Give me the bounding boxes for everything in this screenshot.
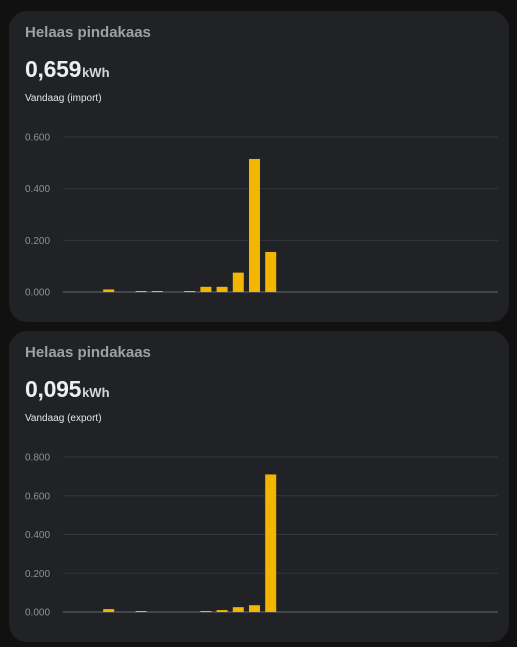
stat-unit: kWh (82, 385, 110, 400)
bar[interactable] (232, 272, 244, 292)
stat-label: Vandaag (export) (25, 413, 102, 424)
import-bar-chart[interactable]: 0.000 0.200 0.400 0.600 (9, 11, 509, 322)
export-bar-chart[interactable]: 0.000 0.200 0.400 0.600 0.800 (9, 331, 509, 642)
y-tick-label: 0.200 (25, 569, 50, 580)
energy-card-import[interactable]: Helaas pindakaas 0,659kWh Vandaag (impor… (9, 11, 509, 322)
bar[interactable] (232, 607, 244, 612)
y-tick-label: 0.400 (25, 184, 50, 195)
y-tick-label: 0.800 (25, 453, 50, 464)
bar[interactable] (135, 291, 147, 292)
energy-card-export[interactable]: Helaas pindakaas 0,095kWh Vandaag (expor… (9, 331, 509, 642)
bar[interactable] (249, 605, 260, 612)
bar[interactable] (216, 610, 228, 612)
stat-unit: kWh (82, 65, 110, 80)
bar[interactable] (135, 611, 147, 612)
stat-readout: 0,095kWh (25, 376, 110, 403)
stat-value: 0,095 (25, 376, 82, 402)
card-title: Helaas pindakaas (25, 24, 151, 41)
y-tick-label: 0.600 (25, 133, 50, 144)
bar[interactable] (249, 158, 260, 292)
stat-label: Vandaag (import) (25, 93, 102, 104)
stat-value: 0,659 (25, 56, 82, 82)
bar[interactable] (103, 289, 115, 292)
y-tick-label: 0.600 (25, 491, 50, 502)
bar[interactable] (151, 291, 163, 292)
bar[interactable] (265, 474, 277, 612)
y-tick-label: 0.400 (25, 530, 50, 541)
y-tick-label: 0.000 (25, 288, 50, 299)
card-title: Helaas pindakaas (25, 344, 151, 361)
bar[interactable] (184, 291, 196, 292)
bar[interactable] (216, 286, 228, 292)
stat-readout: 0,659kWh (25, 56, 110, 83)
bar[interactable] (200, 611, 212, 612)
bar[interactable] (265, 251, 277, 292)
y-tick-label: 0.000 (25, 608, 50, 619)
bar[interactable] (200, 286, 212, 292)
y-tick-label: 0.200 (25, 236, 50, 247)
bar[interactable] (103, 609, 115, 612)
